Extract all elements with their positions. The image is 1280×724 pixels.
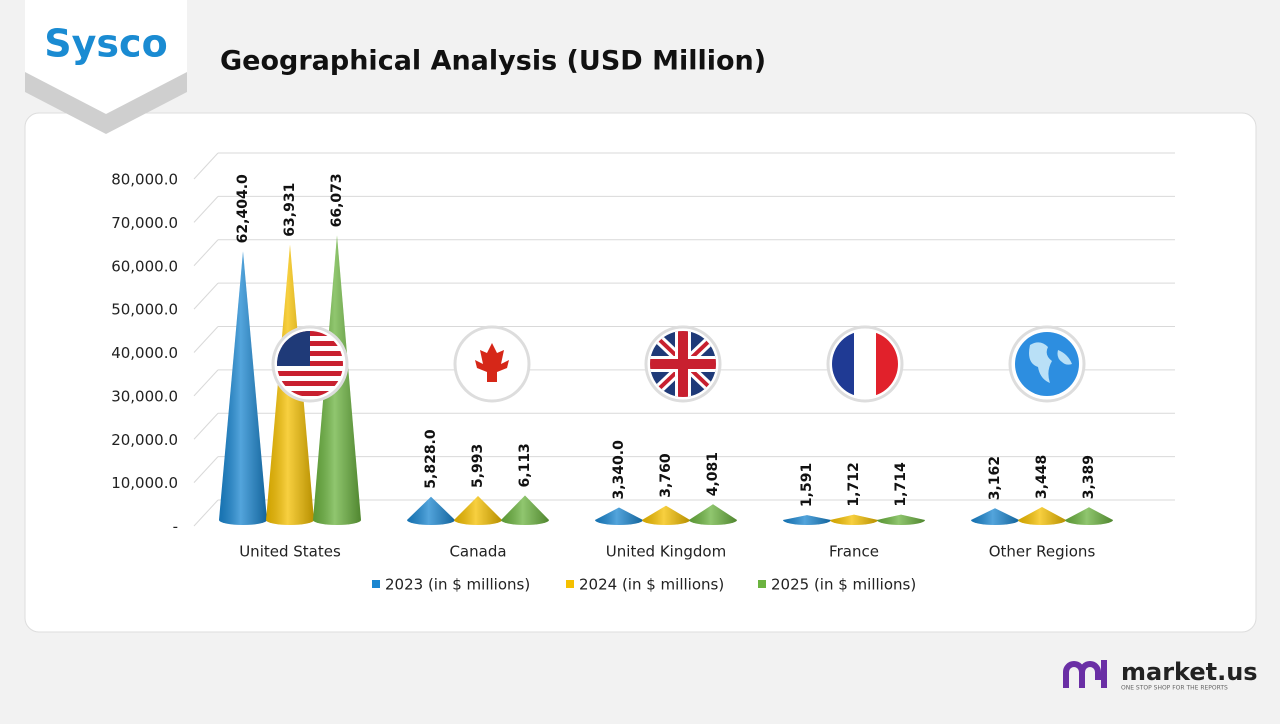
y-tick-label: 10,000.0 bbox=[111, 474, 178, 492]
value-label: 5,993 bbox=[470, 444, 486, 488]
grid-line bbox=[193, 196, 219, 223]
flags bbox=[271, 325, 1086, 403]
y-tick-label: - bbox=[173, 518, 178, 536]
y-tick-label: 50,000.0 bbox=[111, 301, 178, 319]
value-label: 3,389 bbox=[1081, 455, 1097, 499]
x-tick-label: United Kingdom bbox=[606, 543, 726, 561]
grid-line bbox=[193, 412, 219, 440]
y-tick-label: 60,000.0 bbox=[111, 257, 178, 275]
flag-us bbox=[271, 325, 349, 403]
grid-line bbox=[193, 239, 219, 267]
cone-shade bbox=[407, 496, 455, 525]
y-tick-label: 40,000.0 bbox=[111, 344, 178, 362]
legend-label: 2025 (in $ millions) bbox=[771, 576, 916, 594]
cone-shade bbox=[501, 495, 549, 525]
cone-shade bbox=[877, 514, 925, 525]
value-label: 4,081 bbox=[705, 452, 721, 496]
flag-canada bbox=[453, 325, 531, 403]
flag-france bbox=[826, 325, 904, 403]
value-label: 3,448 bbox=[1034, 455, 1050, 499]
x-tick-label: France bbox=[829, 543, 879, 561]
grid-line bbox=[193, 282, 219, 310]
flag-uk bbox=[644, 325, 722, 403]
grid-line bbox=[193, 456, 219, 483]
grid-line bbox=[193, 499, 219, 527]
x-tick-label: Canada bbox=[449, 543, 506, 561]
legend-swatch bbox=[758, 580, 766, 588]
legend-swatch bbox=[372, 580, 380, 588]
cone-shade bbox=[219, 251, 267, 526]
value-label: 6,113 bbox=[517, 443, 533, 487]
footer-tagline: ONE STOP SHOP FOR THE REPORTS bbox=[1121, 685, 1228, 692]
globe bbox=[1008, 325, 1086, 403]
footer-logo-text: market.us bbox=[1121, 658, 1258, 686]
cone-shade bbox=[783, 515, 831, 525]
value-label: 5,828.0 bbox=[423, 429, 439, 489]
value-label: 62,404.0 bbox=[235, 174, 251, 243]
y-tick-label: 70,000.0 bbox=[111, 214, 178, 232]
cone-shade bbox=[642, 505, 690, 525]
cone-shade bbox=[1018, 507, 1066, 525]
value-label: 63,931 bbox=[282, 183, 298, 237]
value-label: 1,714 bbox=[893, 462, 909, 507]
cone-shade bbox=[971, 508, 1019, 525]
grid-line bbox=[193, 152, 219, 180]
cone-shade bbox=[830, 514, 878, 525]
y-tick-label: 80,000.0 bbox=[111, 171, 178, 189]
value-label: 1,591 bbox=[799, 463, 815, 507]
y-tick-label: 20,000.0 bbox=[111, 431, 178, 449]
cone-shade bbox=[1065, 507, 1113, 525]
chart-title: Geographical Analysis (USD Million) bbox=[220, 46, 766, 77]
grid-line bbox=[193, 326, 219, 353]
legend-label: 2023 (in $ millions) bbox=[385, 576, 530, 594]
plot: - 10,000.0 20,000.0 30,000.0 40,000.0 50,000.… bbox=[111, 152, 1175, 594]
footer-logo: market.us ONE STOP SHOP FOR THE REPORTS bbox=[1063, 658, 1258, 692]
brand-badge: Sysco bbox=[25, 0, 187, 134]
value-label: 1,712 bbox=[846, 462, 862, 506]
x-tick-label: United States bbox=[239, 543, 341, 561]
legend-label: 2024 (in $ millions) bbox=[579, 576, 724, 594]
cone-shade bbox=[595, 507, 643, 525]
value-label: 3,340.0 bbox=[611, 440, 627, 500]
brand-logo: Sysco bbox=[44, 22, 167, 66]
value-label: 66,073 bbox=[329, 173, 345, 227]
grid-line bbox=[193, 369, 219, 397]
legend-swatch bbox=[566, 580, 574, 588]
value-label: 3,760 bbox=[658, 453, 674, 498]
cone-shade bbox=[454, 496, 502, 525]
value-label: 3,162 bbox=[987, 456, 1003, 500]
cone-shade bbox=[689, 504, 737, 525]
y-tick-label: 30,000.0 bbox=[111, 387, 178, 405]
x-tick-label: Other Regions bbox=[989, 543, 1096, 561]
